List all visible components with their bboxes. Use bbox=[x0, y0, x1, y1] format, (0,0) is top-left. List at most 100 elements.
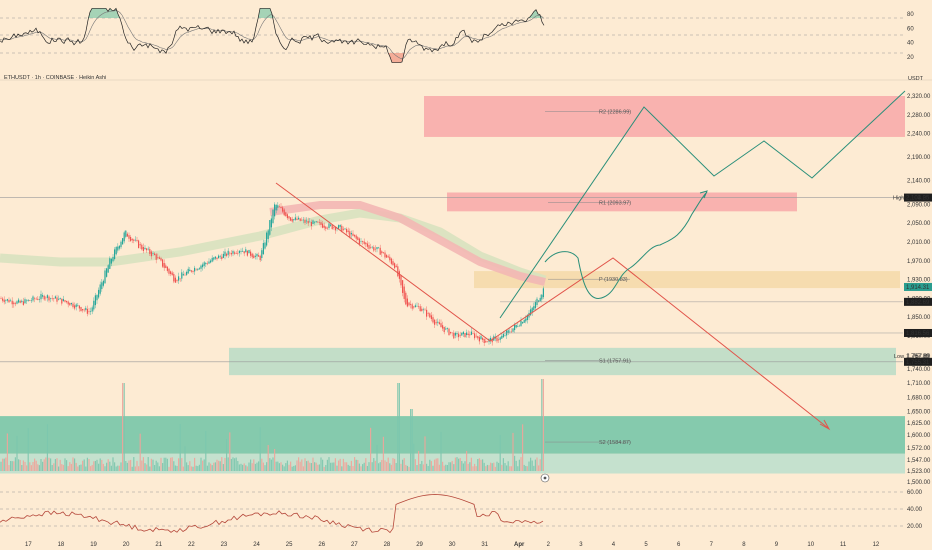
candle bbox=[416, 305, 418, 307]
volume-bar bbox=[56, 458, 58, 471]
time-axis-label: 28 bbox=[384, 542, 391, 548]
candle bbox=[400, 275, 402, 286]
price-pane: ETHUSDT · 1h · COINBASE · Heikin Ashi US… bbox=[0, 75, 932, 486]
candle bbox=[371, 246, 373, 248]
oscillator-tick-label: 20.00 bbox=[907, 524, 923, 530]
volume-bar bbox=[278, 463, 280, 471]
candle bbox=[141, 244, 143, 250]
candle bbox=[35, 298, 37, 300]
candle bbox=[272, 209, 274, 223]
candle bbox=[30, 300, 32, 302]
volume-bar bbox=[30, 465, 32, 471]
volume-bar bbox=[510, 466, 512, 471]
volume-bar bbox=[515, 460, 517, 471]
volume-bar bbox=[448, 462, 450, 471]
candle bbox=[8, 299, 10, 303]
price-tag-bg bbox=[904, 357, 932, 366]
volume-bar bbox=[438, 464, 440, 471]
volume-bar bbox=[118, 465, 120, 471]
rsi-tick-label: 20 bbox=[907, 55, 914, 61]
candle bbox=[427, 313, 429, 314]
volume-bar bbox=[542, 379, 544, 471]
volume-bar bbox=[275, 461, 277, 471]
volume-bar bbox=[531, 460, 533, 471]
candle bbox=[246, 250, 248, 256]
candle bbox=[150, 251, 152, 257]
candle bbox=[470, 331, 472, 335]
candle bbox=[98, 289, 100, 298]
volume-bar bbox=[147, 457, 149, 471]
candle bbox=[99, 284, 101, 294]
candle bbox=[13, 302, 15, 305]
price-tag-bg bbox=[904, 297, 932, 306]
volume-bar bbox=[245, 465, 247, 471]
candle bbox=[163, 263, 165, 268]
volume-bar bbox=[355, 459, 357, 471]
candle bbox=[363, 241, 365, 244]
candle bbox=[379, 247, 381, 255]
settings-icon[interactable] bbox=[540, 473, 550, 483]
volume-bar bbox=[392, 458, 394, 471]
candle bbox=[117, 246, 119, 251]
volume-bar bbox=[371, 462, 373, 471]
candle bbox=[101, 282, 103, 290]
volume-bar bbox=[322, 459, 324, 471]
volume-bar bbox=[437, 458, 439, 471]
volume-bar bbox=[299, 461, 301, 471]
volume-bar bbox=[165, 457, 167, 471]
candle bbox=[502, 333, 504, 338]
volume-bar bbox=[406, 465, 408, 471]
candle bbox=[227, 250, 229, 255]
volume-bar bbox=[99, 458, 101, 471]
candle bbox=[466, 332, 468, 336]
candle bbox=[122, 238, 124, 245]
candle bbox=[366, 243, 368, 247]
volume-bar bbox=[488, 465, 490, 471]
volume-bar bbox=[466, 450, 468, 471]
volume-bar bbox=[176, 465, 178, 471]
volume-bar bbox=[83, 459, 85, 471]
candle bbox=[243, 251, 245, 254]
candle bbox=[29, 300, 31, 301]
bear-projection-line bbox=[275, 182, 829, 429]
candle bbox=[146, 248, 148, 251]
volume-bar bbox=[285, 463, 287, 471]
volume-bar bbox=[104, 466, 106, 471]
candle bbox=[224, 251, 226, 256]
volume-bar bbox=[461, 461, 463, 471]
candle bbox=[251, 253, 253, 258]
volume-bar bbox=[46, 424, 48, 471]
volume-bar bbox=[253, 459, 255, 471]
volume-bar bbox=[368, 462, 370, 471]
volume-bar bbox=[482, 459, 484, 471]
rsi-tick-label: 60 bbox=[907, 26, 914, 32]
price-tag: 2,103.95 bbox=[906, 196, 930, 202]
time-axis-label: 29 bbox=[416, 542, 423, 548]
volume-bar bbox=[27, 428, 29, 471]
volume-bar bbox=[93, 461, 95, 471]
candle bbox=[464, 333, 466, 338]
candle bbox=[382, 252, 384, 253]
candle bbox=[131, 238, 133, 241]
volume-bar bbox=[270, 459, 272, 471]
volume-bar bbox=[85, 466, 87, 471]
volume-bar bbox=[40, 459, 42, 471]
volume-bar bbox=[517, 466, 519, 471]
candle bbox=[83, 309, 85, 311]
time-axis-label: 27 bbox=[351, 542, 358, 548]
candle bbox=[317, 221, 319, 223]
volume-bar bbox=[146, 464, 148, 471]
candle bbox=[229, 252, 231, 254]
candle bbox=[110, 258, 112, 264]
candle bbox=[318, 222, 320, 223]
price-tick-label: 1,600.00 bbox=[907, 433, 931, 439]
volume-bar bbox=[160, 457, 162, 471]
candle bbox=[102, 280, 104, 286]
volume-bar bbox=[339, 458, 341, 471]
volume-bar bbox=[493, 462, 495, 471]
volume-bar bbox=[184, 446, 186, 471]
candle bbox=[27, 299, 29, 301]
oscillator-tick-label: 60.00 bbox=[907, 490, 923, 496]
volume-bar bbox=[226, 439, 228, 471]
candle bbox=[304, 219, 306, 223]
